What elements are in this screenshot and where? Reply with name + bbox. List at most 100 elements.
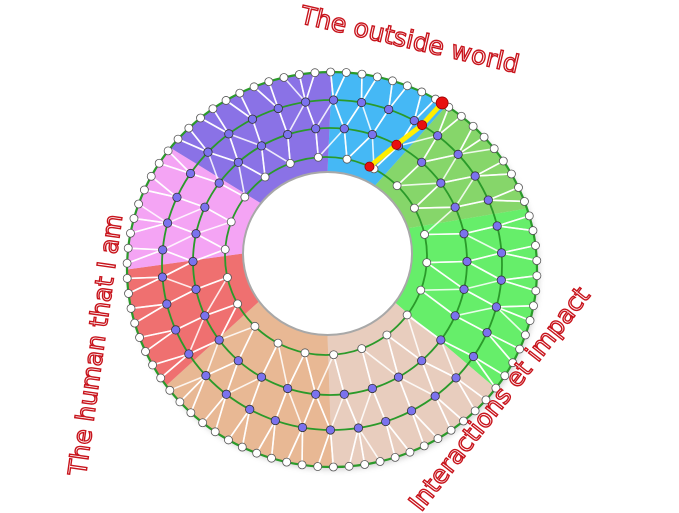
mesh-edge	[329, 393, 346, 431]
purple-node	[185, 168, 196, 179]
mesh-edge	[424, 206, 456, 236]
mesh-edge	[212, 108, 230, 135]
mesh-edge	[188, 127, 209, 153]
mesh-edge	[360, 76, 379, 103]
mesh-edge	[458, 147, 495, 156]
mesh-edge	[454, 306, 497, 317]
mesh-edge	[150, 175, 178, 198]
white-node	[297, 460, 307, 470]
mesh-edge	[228, 133, 240, 163]
mesh-edge	[314, 393, 332, 431]
white-node	[223, 273, 232, 282]
mesh-edge	[260, 145, 266, 178]
mesh-edge	[440, 153, 459, 184]
mesh-edge	[440, 339, 457, 379]
purple-node	[462, 256, 472, 267]
white-node	[154, 158, 164, 168]
mesh-edge	[501, 279, 537, 292]
highlight-path	[364, 96, 449, 172]
mesh-edge	[406, 314, 442, 341]
white-node	[532, 271, 542, 281]
mesh-edge	[158, 162, 191, 175]
mesh-edge	[501, 244, 536, 254]
mesh-edge	[424, 232, 465, 236]
mesh-edge	[497, 225, 534, 232]
mesh-edge	[314, 128, 320, 158]
mesh-edge	[398, 376, 436, 397]
white-node	[210, 427, 220, 437]
purple-node	[221, 389, 231, 399]
mesh-edge	[317, 128, 345, 158]
mesh-edge	[315, 99, 335, 130]
white-node	[419, 441, 429, 451]
white-node	[525, 316, 535, 325]
white-node	[481, 395, 491, 405]
mesh-edge	[248, 376, 263, 410]
mesh-edge	[200, 117, 230, 135]
label-outside-world: The outside world	[297, 0, 522, 79]
purple-node	[184, 349, 194, 359]
highlight-line	[366, 100, 445, 170]
mesh-edge	[237, 162, 246, 198]
purple-node	[256, 372, 267, 382]
white-node	[235, 88, 245, 98]
purple-node	[200, 202, 210, 212]
purple-node	[245, 404, 255, 414]
sector-blue	[327, 72, 447, 186]
mesh-edge	[361, 347, 399, 378]
purple-node	[256, 141, 267, 151]
mesh-edge	[357, 427, 366, 465]
white-node	[382, 330, 392, 340]
white-node	[184, 123, 194, 133]
mesh-edge	[397, 376, 413, 412]
mesh-edge	[130, 222, 168, 234]
purple-node	[367, 383, 377, 394]
purple-node	[157, 272, 168, 282]
mesh-edge	[134, 303, 168, 324]
white-node	[390, 452, 400, 462]
mesh-edge	[204, 303, 238, 317]
mesh-edge	[410, 410, 439, 440]
white-node	[529, 301, 538, 311]
mesh-edge	[398, 134, 438, 147]
white-node	[532, 256, 542, 265]
mesh-edge	[496, 304, 534, 308]
white-node	[420, 230, 429, 239]
mesh-edge	[128, 276, 163, 295]
mesh-edge	[463, 233, 502, 254]
mesh-edge	[413, 182, 442, 209]
mesh-edge	[420, 135, 439, 163]
white-node	[282, 457, 292, 467]
purple-node	[468, 351, 479, 362]
mesh-edge	[314, 354, 335, 395]
purple-node	[496, 275, 506, 285]
white-node	[156, 373, 166, 383]
white-node	[521, 330, 530, 340]
mesh-edge	[463, 225, 498, 235]
white-node	[279, 73, 289, 82]
white-node	[489, 144, 499, 154]
mesh-edge	[283, 76, 307, 103]
white-node	[310, 68, 320, 78]
purple-node	[384, 104, 394, 115]
white-node	[329, 350, 339, 360]
mesh-edge	[463, 288, 497, 308]
purple-node	[356, 97, 367, 108]
mesh-edge	[454, 175, 476, 208]
white-node	[237, 442, 247, 452]
mesh-edge	[386, 334, 400, 378]
white-node	[285, 159, 295, 168]
mesh-edge	[204, 206, 232, 223]
white-node	[240, 192, 250, 202]
mesh-edge	[237, 325, 256, 362]
purple-node	[459, 284, 469, 294]
mesh-edge	[371, 388, 387, 422]
white-node	[267, 453, 276, 463]
mesh-edge	[227, 408, 251, 441]
mesh-edge	[268, 81, 280, 109]
purple-node	[381, 416, 391, 427]
mesh-edge	[166, 288, 197, 305]
mesh-edge	[420, 289, 456, 317]
mesh-edge	[473, 355, 506, 377]
mesh-edge	[226, 376, 262, 395]
